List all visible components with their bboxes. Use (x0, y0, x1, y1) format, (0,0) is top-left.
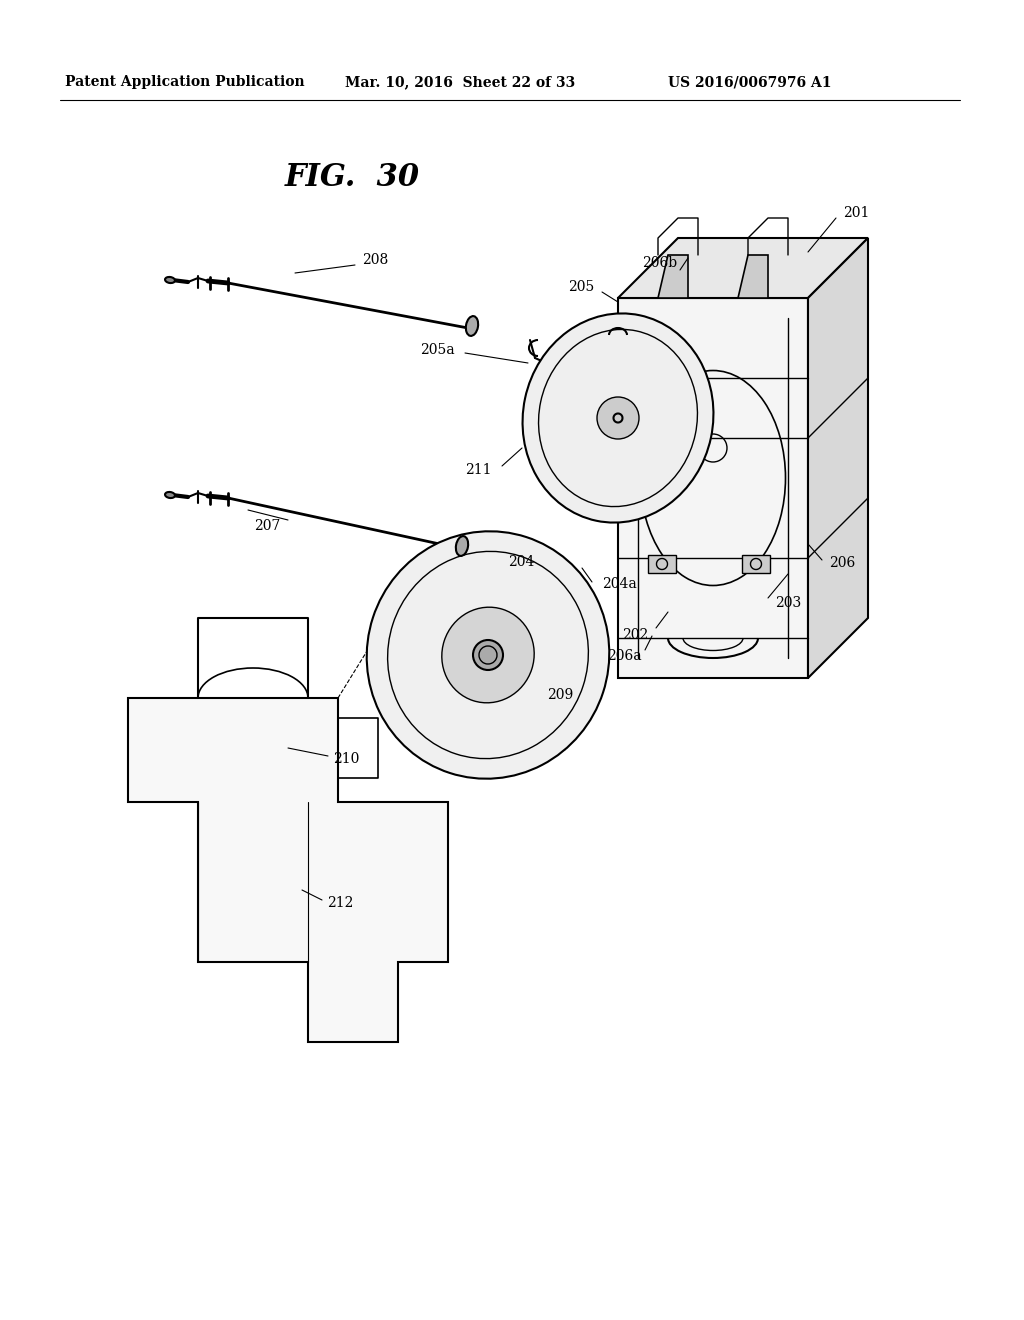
Text: 211: 211 (466, 463, 492, 477)
Text: 212: 212 (327, 896, 353, 909)
Text: 209: 209 (547, 688, 573, 702)
Text: 206a: 206a (607, 649, 642, 663)
Text: 201: 201 (843, 206, 869, 220)
Polygon shape (128, 698, 449, 1041)
Text: FIG.  30: FIG. 30 (285, 162, 420, 194)
Ellipse shape (466, 315, 478, 335)
Text: 207: 207 (254, 519, 280, 533)
Text: 203: 203 (775, 597, 801, 610)
Ellipse shape (441, 607, 535, 702)
Text: 204: 204 (508, 554, 534, 569)
Text: 206: 206 (829, 556, 855, 570)
Text: 205: 205 (567, 280, 594, 294)
Text: 205a: 205a (421, 343, 455, 356)
Text: 208: 208 (362, 253, 388, 267)
Text: Patent Application Publication: Patent Application Publication (66, 75, 305, 88)
Polygon shape (618, 238, 868, 298)
Text: US 2016/0067976 A1: US 2016/0067976 A1 (669, 75, 831, 88)
Ellipse shape (165, 277, 175, 282)
Text: 204a: 204a (602, 577, 637, 591)
Ellipse shape (165, 492, 175, 498)
Text: 210: 210 (333, 752, 359, 766)
Ellipse shape (522, 313, 714, 523)
Polygon shape (738, 255, 768, 298)
Ellipse shape (367, 531, 609, 779)
Ellipse shape (473, 640, 503, 671)
Polygon shape (618, 298, 808, 678)
Bar (742, 554, 770, 573)
Text: Mar. 10, 2016  Sheet 22 of 33: Mar. 10, 2016 Sheet 22 of 33 (345, 75, 575, 88)
Text: 206b: 206b (642, 256, 677, 271)
Polygon shape (658, 255, 688, 298)
Ellipse shape (597, 397, 639, 440)
Text: 202: 202 (622, 628, 648, 642)
Polygon shape (808, 238, 868, 678)
Bar (648, 554, 676, 573)
Ellipse shape (456, 536, 468, 556)
